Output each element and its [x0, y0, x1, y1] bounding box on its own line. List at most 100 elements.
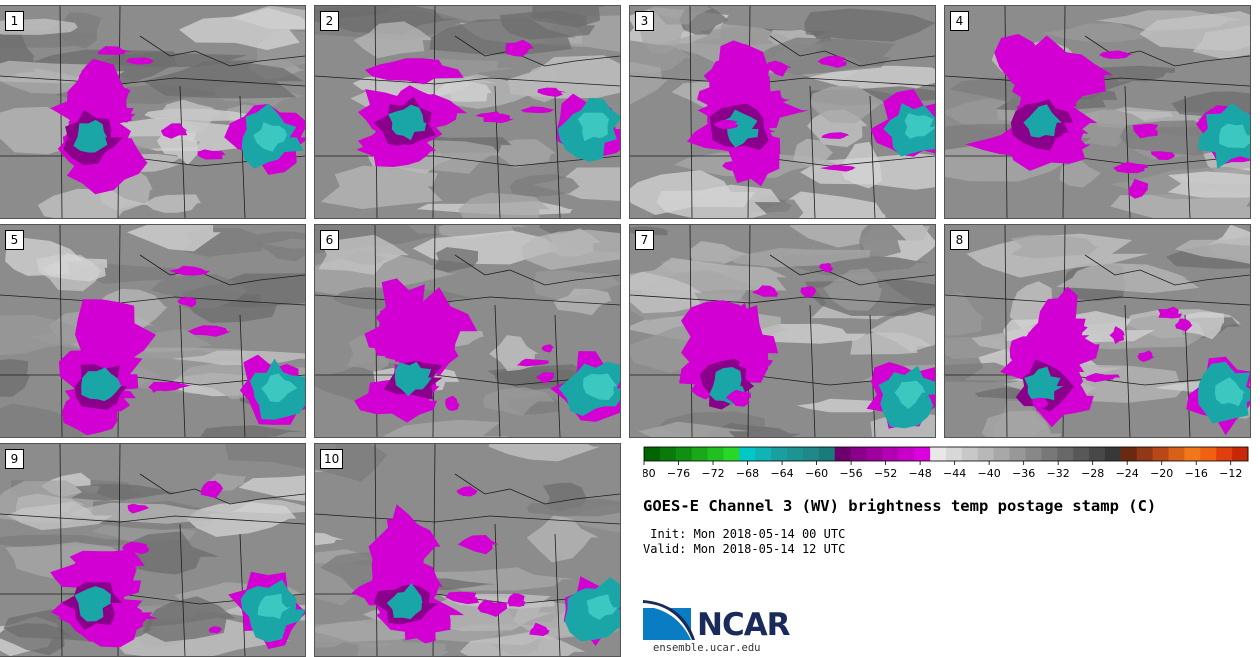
colorbar-swatch [1200, 447, 1217, 461]
moisture-streak [0, 623, 72, 656]
colorbar-tick-label: −68 [736, 467, 759, 480]
site-url: ensemble.ucar.edu [653, 642, 761, 654]
east-cloud-highlight [253, 122, 288, 152]
colorbar-swatch [930, 447, 947, 461]
moisture-streak [531, 6, 605, 28]
moisture-streak [178, 8, 305, 50]
state-border [1004, 225, 1008, 437]
scattered-cell [819, 164, 856, 172]
cold-cloud-top [722, 109, 759, 148]
panel-map [0, 444, 305, 656]
moisture-streak [1056, 262, 1200, 294]
moisture-streak [126, 225, 221, 252]
convection-magenta [1012, 35, 1113, 109]
east-cloud-highlight [583, 373, 618, 400]
state-border [630, 75, 935, 87]
panel-map [630, 6, 935, 218]
colorbar-swatch [834, 447, 852, 461]
cold-cloud-top [81, 367, 122, 402]
moisture-streak [224, 444, 305, 469]
moisture-streak [510, 174, 580, 198]
colorbar-tick-label: −60 [805, 467, 828, 480]
colorbar-swatch [707, 447, 724, 461]
colorbar-swatch [1009, 447, 1026, 461]
postage-stamp-panel: 7 [629, 224, 936, 438]
panel-label: 4 [950, 11, 969, 31]
colorbar-swatch [898, 447, 915, 461]
colorbar-swatch [691, 447, 709, 461]
moisture-streak [0, 534, 134, 548]
moisture-streak [320, 165, 443, 209]
colorbar-swatch [1073, 447, 1090, 461]
east-cloud-highlight [904, 113, 935, 139]
scattered-cell [152, 381, 193, 392]
colorbar-swatch [1232, 447, 1249, 461]
scattered-cell [107, 87, 131, 96]
colorbar-tick-label: −28 [1081, 467, 1104, 480]
scattered-cell [456, 486, 478, 497]
state-border [239, 314, 246, 437]
convection-magenta [384, 325, 456, 371]
moisture-streak [638, 421, 751, 437]
colorbar-tick-label: −72 [701, 467, 724, 480]
moisture-streak [1139, 11, 1250, 51]
postage-stamp-panel: 8 [944, 224, 1251, 438]
state-border [689, 6, 693, 218]
figure-title: GOES-E Channel 3 (WV) brightness temp po… [643, 497, 1157, 515]
moisture-streak [1059, 160, 1102, 188]
moisture-streak [459, 631, 586, 656]
postage-stamp-panel: 2 [314, 5, 621, 219]
postage-stamp-panel: 1 [0, 5, 306, 219]
east-cloud-highlight [257, 593, 291, 619]
panel-label: 3 [635, 11, 654, 31]
panel-label: 5 [5, 230, 24, 250]
moisture-streak [804, 8, 935, 42]
scattered-cell [111, 105, 136, 123]
state-border [869, 95, 876, 218]
moisture-streak [823, 268, 882, 311]
colorbar-swatch [1216, 447, 1233, 461]
state-border [239, 95, 246, 218]
colorbar-swatch [1168, 447, 1185, 461]
scattered-cell [507, 593, 526, 607]
colorbar-swatch [675, 447, 693, 461]
panel-label: 7 [635, 230, 654, 250]
state-border [179, 85, 186, 218]
scattered-cell [713, 120, 739, 129]
scattered-cell [122, 541, 149, 555]
state-border [0, 294, 305, 306]
colorbar-tick-label: −80 [643, 467, 656, 480]
init-time: Init: Mon 2018-05-14 00 UTC [643, 527, 846, 541]
colorbar: −80−76−72−68−64−60−56−52−48−44−40−36−32−… [643, 446, 1249, 480]
scattered-cell [1150, 151, 1176, 160]
colorbar-swatch [977, 447, 995, 461]
moisture-streak [200, 425, 304, 437]
scattered-cell [177, 296, 197, 308]
moisture-streak [144, 194, 201, 213]
east-cloud-highlight [1219, 123, 1250, 148]
state-border [769, 254, 935, 286]
cold-cloud-top [394, 361, 432, 397]
scattered-cell [1113, 161, 1149, 174]
scattered-cell [722, 160, 744, 171]
scattered-cell [477, 599, 508, 617]
scattered-cell [751, 285, 778, 297]
scattered-cell [800, 286, 817, 298]
panel-map [0, 6, 305, 218]
state-border [454, 473, 620, 505]
state-border [0, 513, 305, 525]
ncar-logo-icon [643, 600, 695, 640]
colorbar-swatch [659, 447, 677, 461]
scattered-cell [1084, 373, 1120, 383]
colorbar-tick-label: −20 [1150, 467, 1173, 480]
scattered-cell [197, 149, 226, 160]
postage-stamp-panel: 5 [0, 224, 306, 438]
scattered-cell [127, 503, 150, 514]
moisture-streak [482, 387, 555, 416]
scattered-cell [200, 480, 224, 499]
colorbar-tick-label: −76 [667, 467, 690, 480]
moisture-streak [527, 498, 620, 517]
scattered-cell [160, 123, 188, 139]
convection-magenta [965, 127, 1077, 160]
moisture-streak [186, 502, 297, 537]
